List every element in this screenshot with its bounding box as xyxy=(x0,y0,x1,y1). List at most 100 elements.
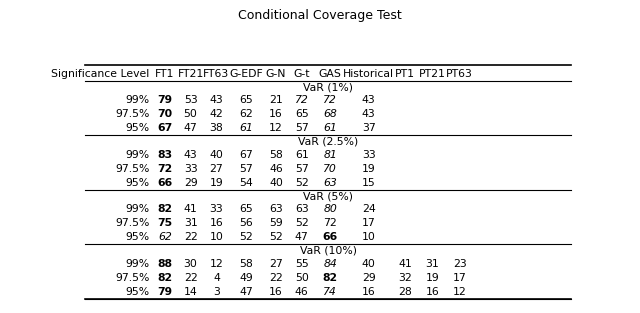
Text: 57: 57 xyxy=(239,164,253,174)
Text: 10: 10 xyxy=(209,232,223,242)
Text: Significance Level: Significance Level xyxy=(51,69,150,79)
Text: 24: 24 xyxy=(362,204,376,214)
Text: FT1: FT1 xyxy=(155,69,175,79)
Text: 46: 46 xyxy=(269,164,283,174)
Text: 88: 88 xyxy=(157,259,172,269)
Text: 32: 32 xyxy=(398,273,412,283)
Text: 4: 4 xyxy=(213,273,220,283)
Text: 52: 52 xyxy=(295,218,308,228)
Text: 17: 17 xyxy=(362,218,376,228)
Text: 79: 79 xyxy=(157,95,172,105)
Text: 95%: 95% xyxy=(125,178,150,188)
Text: 59: 59 xyxy=(269,218,283,228)
Text: 66: 66 xyxy=(157,178,172,188)
Text: 99%: 99% xyxy=(125,95,150,105)
Text: 40: 40 xyxy=(209,150,223,160)
Text: 72: 72 xyxy=(157,164,172,174)
Text: 83: 83 xyxy=(157,150,172,160)
Text: G-N: G-N xyxy=(266,69,286,79)
Text: 42: 42 xyxy=(209,110,223,120)
Text: 16: 16 xyxy=(426,287,439,297)
Text: 82: 82 xyxy=(323,273,338,283)
Text: 22: 22 xyxy=(184,232,198,242)
Text: PT21: PT21 xyxy=(419,69,446,79)
Text: 12: 12 xyxy=(209,259,223,269)
Text: 16: 16 xyxy=(269,287,283,297)
Text: 21: 21 xyxy=(269,95,283,105)
Text: 75: 75 xyxy=(157,218,172,228)
Text: 38: 38 xyxy=(209,123,223,133)
Text: 63: 63 xyxy=(323,178,337,188)
Text: 3: 3 xyxy=(213,287,220,297)
Text: 57: 57 xyxy=(295,164,308,174)
Text: 23: 23 xyxy=(453,259,467,269)
Text: VaR (5%): VaR (5%) xyxy=(303,191,353,201)
Text: 15: 15 xyxy=(362,178,376,188)
Text: 41: 41 xyxy=(184,204,198,214)
Text: 30: 30 xyxy=(184,259,198,269)
Text: 33: 33 xyxy=(209,204,223,214)
Text: 80: 80 xyxy=(323,204,337,214)
Text: 19: 19 xyxy=(426,273,439,283)
Text: 52: 52 xyxy=(269,232,283,242)
Text: GAS: GAS xyxy=(319,69,342,79)
Text: 99%: 99% xyxy=(125,150,150,160)
Text: 67: 67 xyxy=(239,150,253,160)
Text: 95%: 95% xyxy=(125,123,150,133)
Text: 95%: 95% xyxy=(125,232,150,242)
Text: Conditional Coverage Test: Conditional Coverage Test xyxy=(238,9,402,23)
Text: VaR (10%): VaR (10%) xyxy=(300,246,356,256)
Text: 31: 31 xyxy=(426,259,439,269)
Text: 14: 14 xyxy=(184,287,198,297)
Text: VaR (2.5%): VaR (2.5%) xyxy=(298,137,358,147)
Text: 63: 63 xyxy=(295,204,308,214)
Text: 37: 37 xyxy=(362,123,376,133)
Text: 50: 50 xyxy=(184,110,198,120)
Text: 33: 33 xyxy=(184,164,198,174)
Text: 19: 19 xyxy=(362,164,376,174)
Text: Historical: Historical xyxy=(343,69,394,79)
Text: 47: 47 xyxy=(184,123,198,133)
Text: 29: 29 xyxy=(184,178,198,188)
Text: 62: 62 xyxy=(239,110,253,120)
Text: 62: 62 xyxy=(158,232,172,242)
Text: 29: 29 xyxy=(362,273,376,283)
Text: 43: 43 xyxy=(209,95,223,105)
Text: 55: 55 xyxy=(295,259,308,269)
Text: 72: 72 xyxy=(323,95,337,105)
Text: 67: 67 xyxy=(157,123,172,133)
Text: 12: 12 xyxy=(269,123,283,133)
Text: 84: 84 xyxy=(323,259,337,269)
Text: 47: 47 xyxy=(295,232,308,242)
Text: 97.5%: 97.5% xyxy=(115,110,150,120)
Text: 40: 40 xyxy=(269,178,283,188)
Text: 63: 63 xyxy=(269,204,283,214)
Text: FT63: FT63 xyxy=(204,69,230,79)
Text: 10: 10 xyxy=(362,232,376,242)
Text: 82: 82 xyxy=(157,273,172,283)
Text: 47: 47 xyxy=(239,287,253,297)
Text: 72: 72 xyxy=(323,218,337,228)
Text: 65: 65 xyxy=(295,110,308,120)
Text: 58: 58 xyxy=(239,259,253,269)
Text: 28: 28 xyxy=(398,287,412,297)
Text: 43: 43 xyxy=(362,110,376,120)
Text: 74: 74 xyxy=(323,287,337,297)
Text: 70: 70 xyxy=(323,164,337,174)
Text: 19: 19 xyxy=(209,178,223,188)
Text: 81: 81 xyxy=(323,150,337,160)
Text: 58: 58 xyxy=(269,150,283,160)
Text: 52: 52 xyxy=(295,178,308,188)
Text: 33: 33 xyxy=(362,150,376,160)
Text: 27: 27 xyxy=(269,259,283,269)
Text: 57: 57 xyxy=(295,123,308,133)
Text: 61: 61 xyxy=(239,123,253,133)
Text: 97.5%: 97.5% xyxy=(115,273,150,283)
Text: 31: 31 xyxy=(184,218,198,228)
Text: 54: 54 xyxy=(239,178,253,188)
Text: 61: 61 xyxy=(323,123,337,133)
Text: 56: 56 xyxy=(239,218,253,228)
Text: G-t: G-t xyxy=(294,69,310,79)
Text: 65: 65 xyxy=(239,95,253,105)
Text: PT63: PT63 xyxy=(446,69,473,79)
